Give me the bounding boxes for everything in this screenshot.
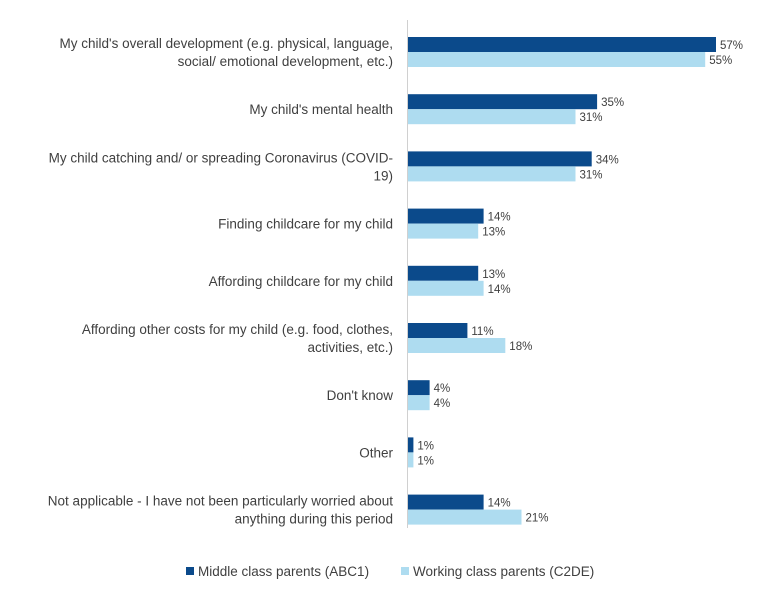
value-label-series-1-cat-5: 13% xyxy=(482,269,505,281)
category-label-line: My child's mental health xyxy=(249,102,393,117)
value-label-series-1-cat-1: 57% xyxy=(720,40,743,52)
bars-group xyxy=(408,37,716,525)
bar-series-2-cat-3 xyxy=(408,166,576,182)
bar-series-2-cat-9 xyxy=(408,509,522,525)
bar-series-1-cat-1 xyxy=(408,37,716,52)
value-label-series-2-cat-6: 18% xyxy=(509,341,532,353)
bar-series-1-cat-4 xyxy=(408,208,484,224)
category-label-1: My child's overall development (e.g. phy… xyxy=(59,36,393,69)
category-labels: My child's overall development (e.g. phy… xyxy=(48,36,394,527)
bar-series-2-cat-4 xyxy=(408,223,479,239)
value-label-series-2-cat-7: 4% xyxy=(434,398,451,410)
value-labels: 57% 55% 35% 31% 34% 31% 14% 13% 13% 14% 11% 18% 4% 4%… xyxy=(417,40,743,525)
category-label-line: My child catching and/ or spreading Coro… xyxy=(49,150,393,165)
value-label-series-2-cat-4: 13% xyxy=(482,227,505,239)
category-label-5: Affording childcare for my child xyxy=(209,274,393,289)
legend: Middle class parents (ABC1) Working clas… xyxy=(186,564,594,579)
bar-series-1-cat-3 xyxy=(408,151,592,167)
category-label-line: social/ emotional development, etc.) xyxy=(178,54,393,69)
bar-series-2-cat-8 xyxy=(408,452,414,468)
legend-swatch-series-2 xyxy=(401,567,409,575)
bar-series-1-cat-8 xyxy=(408,437,414,453)
category-label-line: activities, etc.) xyxy=(307,340,393,355)
bar-series-2-cat-2 xyxy=(408,109,576,125)
category-label-3: My child catching and/ or spreading Coro… xyxy=(49,150,393,183)
legend-label-series-1: Middle class parents (ABC1) xyxy=(198,564,369,579)
category-label-2: My child's mental health xyxy=(249,102,393,117)
value-label-series-1-cat-6: 11% xyxy=(471,326,493,338)
bar-series-2-cat-7 xyxy=(408,395,430,411)
value-label-series-2-cat-1: 55% xyxy=(709,55,732,67)
bar-series-1-cat-5 xyxy=(408,265,479,281)
category-label-line: My child's overall development (e.g. phy… xyxy=(59,36,393,51)
legend-label-series-2: Working class parents (C2DE) xyxy=(413,564,594,579)
value-label-series-2-cat-3: 31% xyxy=(580,169,603,181)
value-label-series-1-cat-8: 1% xyxy=(417,440,434,452)
value-label-series-2-cat-2: 31% xyxy=(580,112,603,124)
category-label-9: Not applicable - I have not been particu… xyxy=(48,494,393,527)
value-label-series-1-cat-7: 4% xyxy=(434,383,451,395)
category-label-8: Other xyxy=(359,445,393,460)
category-label-line: 19) xyxy=(373,168,393,183)
value-label-series-1-cat-4: 14% xyxy=(488,212,511,224)
category-label-4: Finding childcare for my child xyxy=(218,217,393,232)
value-label-series-1-cat-9: 14% xyxy=(488,498,511,510)
category-label-line: Not applicable - I have not been particu… xyxy=(48,494,393,509)
bar-series-1-cat-7 xyxy=(408,380,430,396)
value-label-series-2-cat-5: 14% xyxy=(488,284,511,296)
category-label-line: Don't know xyxy=(327,388,394,403)
category-label-line: Affording other costs for my child (e.g.… xyxy=(82,322,393,337)
category-label-line: Affording childcare for my child xyxy=(209,274,393,289)
bar-series-1-cat-2 xyxy=(408,94,598,110)
category-label-line: Finding childcare for my child xyxy=(218,217,393,232)
category-label-6: Affording other costs for my child (e.g.… xyxy=(82,322,393,355)
category-label-line: Other xyxy=(359,445,393,460)
value-label-series-1-cat-2: 35% xyxy=(601,97,624,109)
bar-series-1-cat-9 xyxy=(408,494,484,510)
category-label-7: Don't know xyxy=(327,388,394,403)
bar-series-1-cat-6 xyxy=(408,323,468,338)
bar-series-2-cat-5 xyxy=(408,280,484,296)
legend-swatch-series-1 xyxy=(186,567,194,575)
value-label-series-2-cat-8: 1% xyxy=(417,455,434,467)
value-label-series-2-cat-9: 21% xyxy=(526,513,549,525)
category-label-line: anything during this period xyxy=(235,512,393,527)
bar-series-2-cat-1 xyxy=(408,52,706,67)
value-label-series-1-cat-3: 34% xyxy=(596,154,619,166)
bar-series-2-cat-6 xyxy=(408,338,506,353)
